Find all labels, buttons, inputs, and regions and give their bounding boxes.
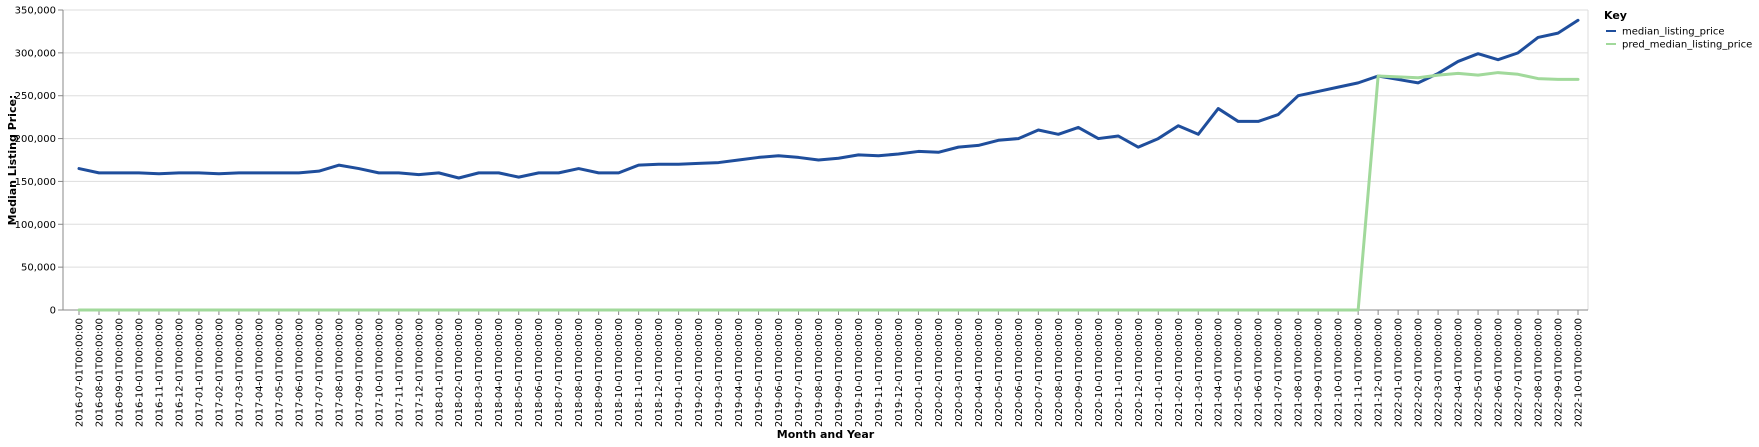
x-tick-label: 2019-08-01T00:00:00 [814,318,825,427]
x-tick-label: 2020-05-01T00:00:00 [994,318,1005,427]
x-tick-label: 2021-06-01T00:00:00 [1254,318,1265,427]
x-tick-label: 2020-12-01T00:00:00 [1134,318,1145,427]
y-axis: 0 50,000 100,000 150,000 200,000 250,000 300,0… [15,6,64,317]
y-tick-label: 200,000 [15,134,56,145]
x-tick-label: 2021-05-01T00:00:00 [1234,318,1245,427]
x-tick-label: 2022-03-01T00:00:00 [1434,318,1445,427]
x-tick-label: 2018-05-01T00:00:00 [514,318,525,427]
x-tick-label: 2017-05-01T00:00:00 [274,318,285,427]
x-tick-label: 2019-01-01T00:00:00 [674,318,685,427]
legend: Key median_listing_price pred_median_list… [1604,9,1752,51]
x-tick-label: 2016-08-01T00:00:00 [94,318,105,427]
x-tick-label: 2022-02-01T00:00:00 [1414,318,1425,427]
x-tick-label: 2018-01-01T00:00:00 [434,318,445,427]
x-tick-label: 2019-12-01T00:00:00 [894,318,905,427]
x-tick-label: 2018-02-01T00:00:00 [454,318,465,427]
x-tick-label: 2021-08-01T00:00:00 [1294,318,1305,427]
x-tick-label: 2019-02-01T00:00:00 [694,318,705,427]
x-tick-label: 2018-03-01T00:00:00 [474,318,485,427]
x-tick-label: 2021-01-01T00:00:00 [1154,318,1165,427]
x-tick-label: 2016-10-01T00:00:00 [134,318,145,427]
y-tick-label: 100,000 [15,220,56,231]
x-tick-label: 2018-06-01T00:00:00 [534,318,545,427]
x-tick-label: 2018-07-01T00:00:00 [554,318,565,427]
x-tick-label: 2022-10-01T00:00:00 [1574,318,1585,427]
x-tick-label: 2017-11-01T00:00:00 [394,318,405,427]
legend-label: pred_median_listing_price [1622,40,1752,51]
x-tick-label: 2019-04-01T00:00:00 [734,318,745,427]
x-tick-label: 2022-08-01T00:00:00 [1534,318,1545,427]
x-tick-label: 2017-01-01T00:00:00 [194,318,205,427]
x-tick-label: 2016-09-01T00:00:00 [114,318,125,427]
x-tick-label: 2017-04-01T00:00:00 [254,318,265,427]
x-tick-label: 2017-10-01T00:00:00 [374,318,385,427]
x-tick-label: 2020-01-01T00:00:00 [914,318,925,427]
x-tick-label: 2021-07-01T00:00:00 [1274,318,1285,427]
y-tick-label: 250,000 [15,91,56,102]
x-tick-label: 2019-11-01T00:00:00 [874,318,885,427]
legend-title: Key [1604,9,1627,22]
x-tick-label: 2022-05-01T00:00:00 [1474,318,1485,427]
x-tick-label: 2020-09-01T00:00:00 [1074,318,1085,427]
x-tick-label: 2020-04-01T00:00:00 [974,318,985,427]
x-tick-label: 2018-08-01T00:00:00 [574,318,585,427]
x-tick-label: 2021-03-01T00:00:00 [1194,318,1205,427]
series-layer [77,18,1580,312]
x-tick-label: 2018-12-01T00:00:00 [654,318,665,427]
x-tick-label: 2017-12-01T00:00:00 [414,318,425,427]
x-tick-label: 2021-10-01T00:00:00 [1334,318,1345,427]
x-tick-label: 2021-04-01T00:00:00 [1214,318,1225,427]
x-tick-label: 2022-09-01T00:00:00 [1554,318,1565,427]
y-tick-label: 150,000 [15,177,56,188]
x-tick-label: 2021-12-01T00:00:00 [1374,318,1385,427]
x-tick-label: 2020-06-01T00:00:00 [1014,318,1025,427]
x-tick-label: 2020-03-01T00:00:00 [954,318,965,427]
x-tick-label: 2020-10-01T00:00:00 [1094,318,1105,427]
x-tick-label: 2018-10-01T00:00:00 [614,318,625,427]
x-tick-label: 2020-11-01T00:00:00 [1114,318,1125,427]
x-tick-label: 2016-11-01T00:00:00 [154,318,165,427]
x-tick-label: 2022-07-01T00:00:00 [1514,318,1525,427]
x-tick-label: 2022-06-01T00:00:00 [1494,318,1505,427]
x-tick-label: 2019-07-01T00:00:00 [794,318,805,427]
x-tick-label: 2021-11-01T00:00:00 [1354,318,1365,427]
x-tick-label: 2017-07-01T00:00:00 [314,318,325,427]
x-tick-label: 2019-10-01T00:00:00 [854,318,865,427]
x-tick-label: 2019-06-01T00:00:00 [774,318,785,427]
x-tick-label: 2016-12-01T00:00:00 [174,318,185,427]
x-tick-label: 2019-03-01T00:00:00 [714,318,725,427]
series-line-pred-median-listing-price [77,71,1580,312]
y-tick-label: 50,000 [21,263,56,274]
x-tick-label: 2020-08-01T00:00:00 [1054,318,1065,427]
series-line-median-listing-price [77,18,1580,180]
x-tick-label: 2017-02-01T00:00:00 [214,318,225,427]
legend-label: median_listing_price [1622,27,1725,38]
x-tick-label: 2017-08-01T00:00:00 [334,318,345,427]
y-tick-label: 0 [50,306,56,317]
x-tick-label: 2017-09-01T00:00:00 [354,318,365,427]
x-tick-label: 2022-04-01T00:00:00 [1454,318,1465,427]
x-tick-label: 2021-09-01T00:00:00 [1314,318,1325,427]
x-tick-label: 2017-03-01T00:00:00 [234,318,245,427]
x-tick-label: 2018-04-01T00:00:00 [494,318,505,427]
x-tick-label: 2022-01-01T00:00:00 [1394,318,1405,427]
y-tick-label: 300,000 [15,48,56,59]
x-tick-label: 2020-02-01T00:00:00 [934,318,945,427]
x-tick-label: 2018-11-01T00:00:00 [634,318,645,427]
x-tick-label: 2018-09-01T00:00:00 [594,318,605,427]
x-tick-label: 2017-06-01T00:00:00 [294,318,305,427]
x-tick-label: 2019-09-01T00:00:00 [834,318,845,427]
x-tick-label: 2020-07-01T00:00:00 [1034,318,1045,427]
y-axis-title: Median Listing Price: [6,95,19,226]
x-axis: 2016-07-01T00:00:00 2016-08-01T00:00:00 20… [63,309,1588,427]
x-axis-title: Month and Year [777,428,875,441]
y-tick-label: 350,000 [15,6,56,17]
x-tick-label: 2021-02-01T00:00:00 [1174,318,1185,427]
x-tick-label: 2016-07-01T00:00:00 [75,318,86,427]
x-tick-label: 2019-05-01T00:00:00 [754,318,765,427]
grid-lines [63,9,1589,311]
